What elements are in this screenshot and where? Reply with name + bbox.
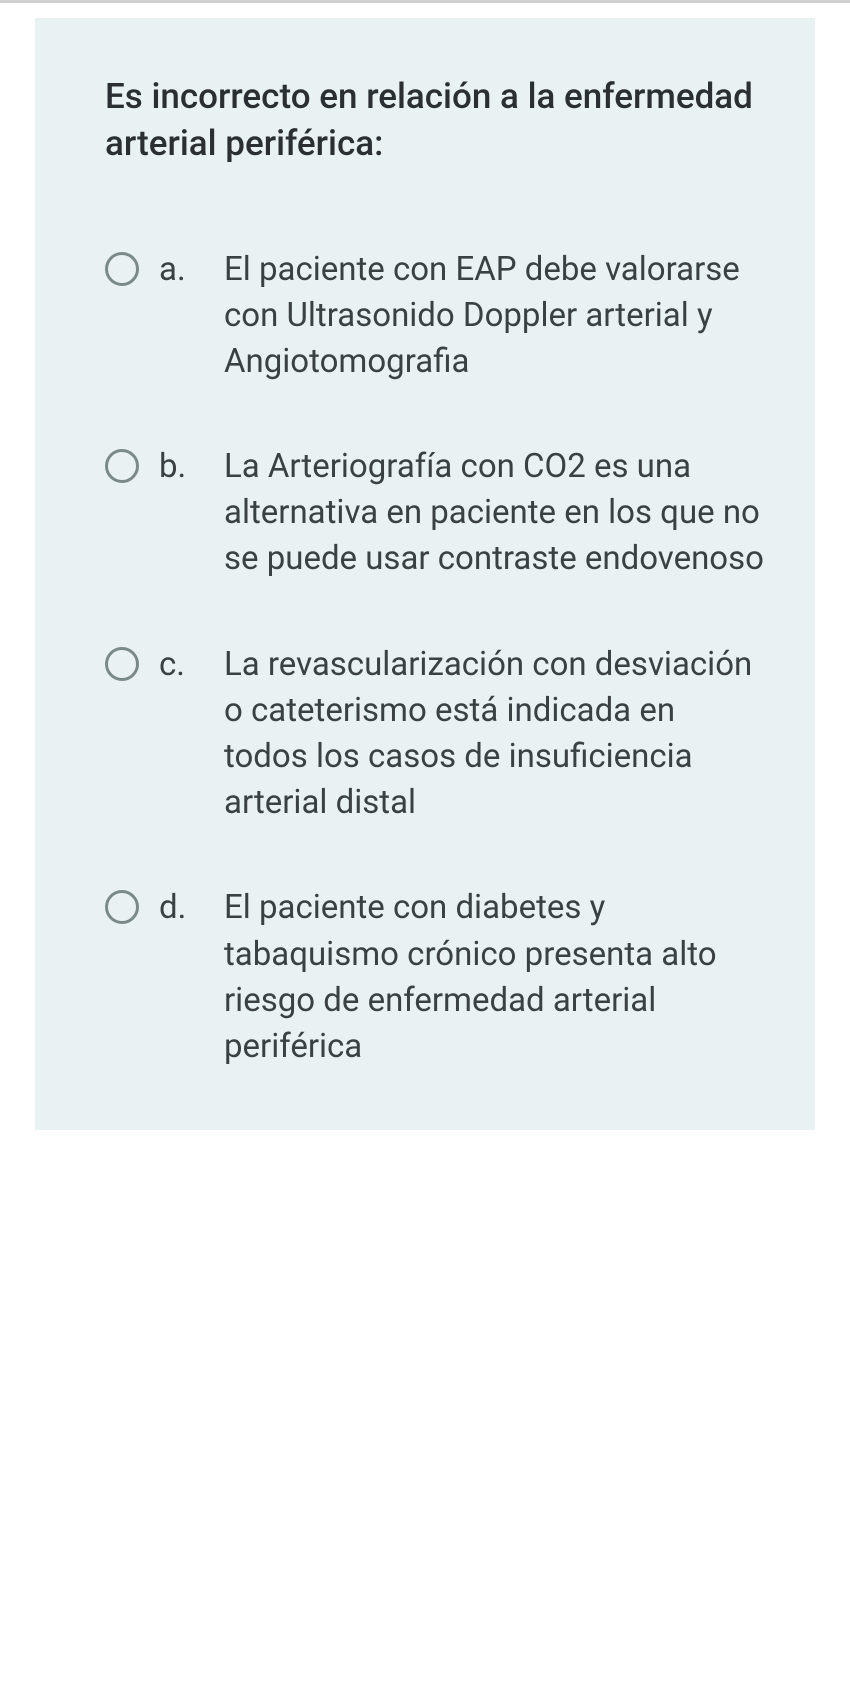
question-prompt: Es incorrecto en relación a la enfermeda…: [80, 73, 770, 168]
top-divider: [0, 0, 850, 3]
option-letter: d.: [159, 881, 204, 931]
radio-icon[interactable]: [105, 252, 139, 286]
radio-icon[interactable]: [105, 449, 139, 483]
option-d[interactable]: d. El paciente con diabetes y tabaquismo…: [105, 881, 770, 1070]
option-text: La Arteriografía con CO2 es una alternat…: [224, 440, 770, 583]
radio-icon[interactable]: [105, 890, 139, 924]
option-c[interactable]: c. La revascularización con desviación o…: [105, 638, 770, 827]
option-text: El paciente con EAP debe valorarse con U…: [224, 243, 770, 386]
option-letter: b.: [159, 440, 204, 490]
radio-icon[interactable]: [105, 647, 139, 681]
question-card: Es incorrecto en relación a la enfermeda…: [35, 18, 815, 1130]
option-b[interactable]: b. La Arteriografía con CO2 es una alter…: [105, 440, 770, 583]
option-letter: a.: [159, 243, 204, 293]
option-letter: c.: [159, 638, 204, 688]
options-list: a. El paciente con EAP debe valorarse co…: [80, 243, 770, 1071]
option-a[interactable]: a. El paciente con EAP debe valorarse co…: [105, 243, 770, 386]
option-text: El paciente con diabetes y tabaquismo cr…: [224, 881, 770, 1070]
option-text: La revascularización con desviación o ca…: [224, 638, 770, 827]
